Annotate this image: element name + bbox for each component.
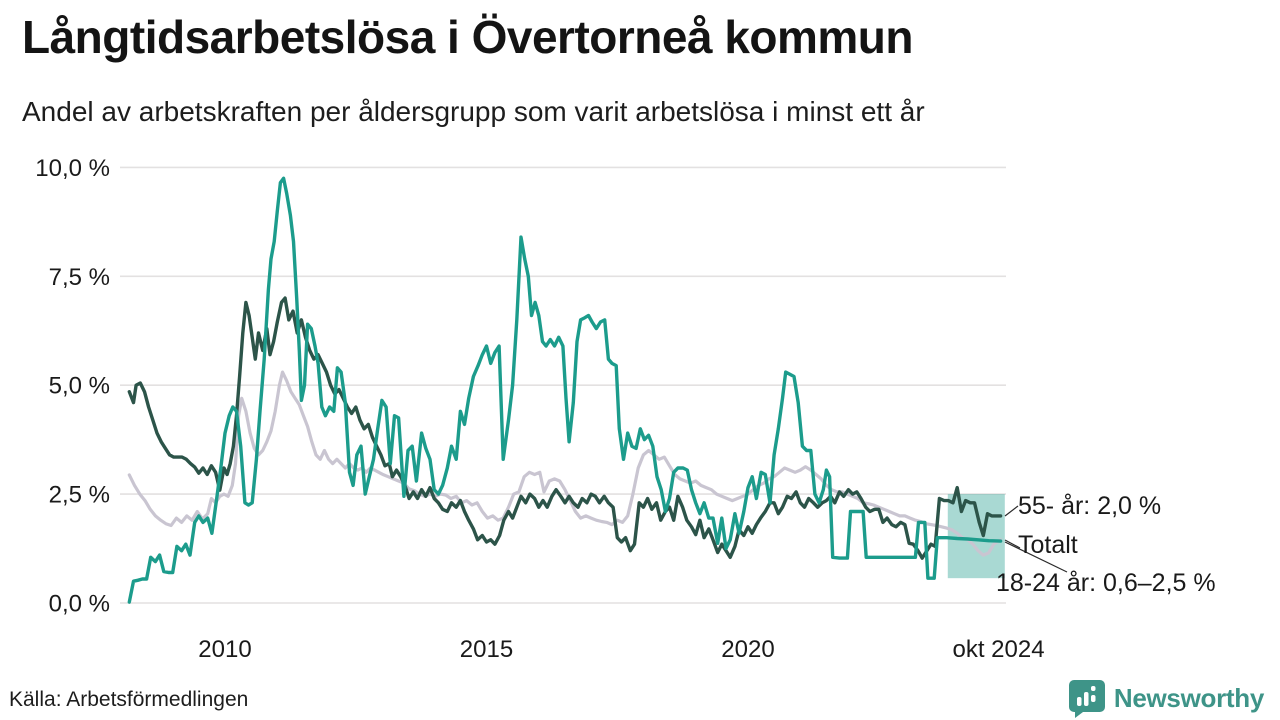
x-axis-tick-label: okt 2024: [952, 636, 1044, 663]
newsworthy-logo: Newsworthy: [1068, 678, 1264, 718]
source-note: Källa: Arbetsförmedlingen: [9, 688, 249, 711]
annotation-leader-line: [1004, 539, 1021, 549]
annotation-leader-line: [1004, 541, 1068, 573]
annotation-55-ar: 55- år: 2,0 %: [1018, 492, 1162, 520]
x-axis-tick-label: 2010: [198, 636, 251, 663]
y-axis-tick-label: 2,5 %: [49, 482, 110, 509]
series-line-55: [127, 296, 1003, 560]
x-axis-tick-label: 2015: [460, 636, 513, 663]
y-axis-tick-label: 5,0 %: [49, 373, 110, 400]
y-axis-tick-label: 10,0 %: [35, 155, 110, 182]
y-axis-tick-label: 7,5 %: [49, 264, 110, 291]
page-subtitle: Andel av arbetskraften per åldersgrupp s…: [22, 96, 925, 127]
page-title: Långtidsarbetslösa i Övertorneå kommun: [22, 11, 914, 63]
x-axis-tick-label: 2020: [721, 636, 774, 663]
series-line-1824: [127, 176, 1003, 604]
y-axis-tick-label: 0,0 %: [49, 591, 110, 618]
annotation-18-24-ar: 18-24 år: 0,6–2,5 %: [996, 569, 1216, 597]
newsworthy-wordmark: Newsworthy: [1113, 682, 1264, 713]
newsworthy-bubble-chart-icon: [1068, 680, 1105, 718]
annotation-leader-line: [1004, 505, 1019, 517]
annotation-totalt: Totalt: [1018, 531, 1078, 559]
